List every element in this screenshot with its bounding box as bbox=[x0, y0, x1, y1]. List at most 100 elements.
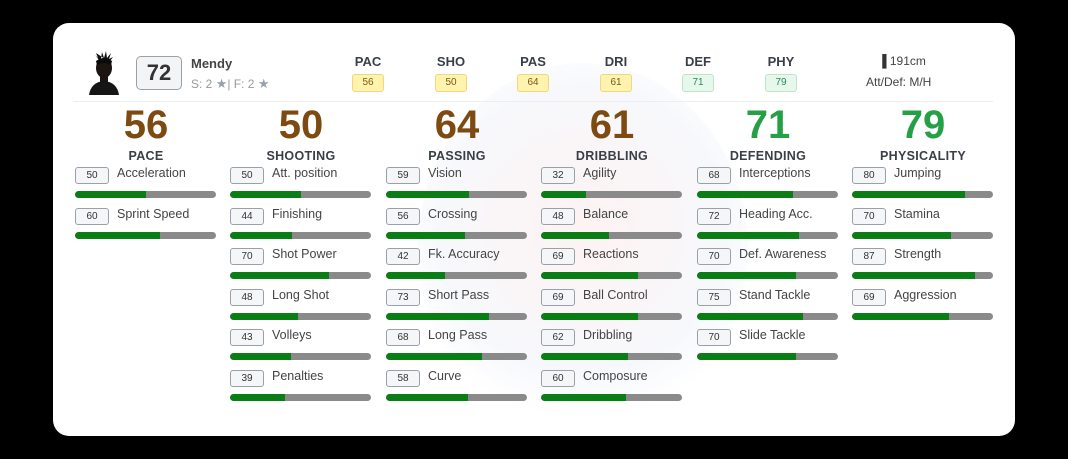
header-stat-def: DEF 71 bbox=[668, 54, 728, 92]
attribute-name: Balance bbox=[583, 206, 629, 221]
category-rating: 50 bbox=[278, 103, 324, 147]
attribute-bar bbox=[230, 393, 371, 401]
attribute-bar bbox=[386, 312, 527, 320]
category-title: DEFENDING bbox=[729, 149, 807, 163]
attribute-value: 60 bbox=[75, 207, 109, 225]
attribute-row: 44 Finishing bbox=[230, 204, 372, 245]
attribute-bar-fill bbox=[75, 231, 160, 239]
header-stat-sho: SHO 50 bbox=[421, 54, 481, 92]
category-title: PHYSICALITY bbox=[880, 149, 966, 163]
attribute-value: 69 bbox=[541, 288, 575, 306]
attribute-value: 43 bbox=[230, 329, 264, 346]
attribute-row: 70 Shot Power bbox=[230, 244, 372, 285]
attribute-bar-fill bbox=[852, 312, 950, 320]
attribute-bar bbox=[852, 272, 993, 279]
attribute-row: 43 Volleys bbox=[230, 325, 372, 366]
star-icon: ★ bbox=[257, 76, 270, 91]
attribute-bar-fill bbox=[230, 272, 329, 279]
attribute-bar bbox=[697, 231, 838, 239]
attribute-name: Shot Power bbox=[272, 247, 337, 261]
category-defending: 71 DEFENDING 68 Interceptions 72 Heading… bbox=[697, 103, 839, 366]
attribute-bar bbox=[386, 393, 527, 401]
category-rating: 79 bbox=[900, 103, 946, 147]
attribute-row: 70 Stamina bbox=[852, 204, 994, 245]
attribute-name: Jumping bbox=[894, 166, 942, 180]
header-divider bbox=[73, 101, 993, 102]
attribute-value: 39 bbox=[230, 369, 264, 387]
attribute-row: 72 Heading Acc. bbox=[697, 204, 839, 245]
attribute-row: 60 Composure bbox=[541, 366, 683, 407]
attribute-row: 73 Short Pass bbox=[386, 285, 528, 326]
attribute-row: 48 Balance bbox=[541, 204, 683, 245]
attribute-row: 68 Long Pass bbox=[386, 325, 528, 366]
category-title: SHOOTING bbox=[266, 149, 336, 163]
attribute-bar bbox=[697, 353, 838, 360]
header-stat-pac: PAC 56 bbox=[338, 54, 398, 92]
attribute-bar-fill bbox=[386, 272, 446, 279]
attribute-bar-fill bbox=[541, 393, 626, 401]
attribute-value: 70 bbox=[852, 207, 886, 225]
attribute-value: 72 bbox=[697, 207, 731, 225]
player-height: ▐ 191cm bbox=[878, 54, 926, 68]
category-title: PASSING bbox=[428, 149, 486, 163]
attribute-name: Short Pass bbox=[428, 287, 490, 302]
attribute-bar bbox=[541, 353, 682, 360]
attribute-name: Finishing bbox=[272, 206, 323, 221]
category-rating: 64 bbox=[434, 103, 480, 147]
attribute-value: 87 bbox=[852, 248, 886, 265]
attribute-bar-fill bbox=[230, 353, 291, 360]
attribute-name: Sprint Speed bbox=[117, 206, 190, 221]
attribute-bar-fill bbox=[230, 393, 285, 401]
attribute-value: 32 bbox=[541, 167, 575, 184]
category-rating: 61 bbox=[589, 103, 635, 147]
attribute-bar-fill bbox=[541, 191, 587, 198]
attribute-row: 48 Long Shot bbox=[230, 285, 372, 326]
attribute-name: Composure bbox=[583, 368, 648, 383]
attribute-bar bbox=[230, 353, 371, 360]
attribute-row: 62 Dribbling bbox=[541, 325, 683, 366]
attribute-bar bbox=[541, 231, 682, 239]
overall-rating: 72 bbox=[136, 56, 182, 90]
attribute-bar bbox=[386, 191, 527, 198]
category-rating: 71 bbox=[745, 103, 791, 147]
attribute-row: 87 Strength bbox=[852, 244, 994, 285]
attribute-row: 80 Jumping bbox=[852, 163, 994, 204]
attribute-value: 42 bbox=[386, 248, 420, 265]
attribute-value: 70 bbox=[697, 329, 731, 346]
attribute-bar-fill bbox=[697, 312, 803, 320]
attribute-bar bbox=[230, 272, 371, 279]
attribute-bar-fill bbox=[852, 191, 965, 198]
attribute-name: Volleys bbox=[272, 328, 312, 342]
header-stat-dri: DRI 61 bbox=[586, 54, 646, 92]
skill-weakfoot: S: 2 ★| F: 2 ★ bbox=[191, 76, 269, 92]
attribute-value: 58 bbox=[386, 369, 420, 387]
attribute-bar-fill bbox=[541, 353, 629, 360]
attribute-bar-fill bbox=[386, 231, 465, 239]
attribute-value: 48 bbox=[230, 288, 264, 306]
attribute-value: 80 bbox=[852, 167, 886, 184]
player-name: Mendy bbox=[191, 56, 233, 71]
attribute-row: 39 Penalties bbox=[230, 366, 372, 407]
attribute-bar bbox=[697, 191, 838, 198]
attribute-bar bbox=[386, 353, 527, 360]
attribute-name: Stand Tackle bbox=[739, 287, 811, 302]
ruler-icon: ▐ bbox=[878, 54, 887, 68]
attribute-name: Att. position bbox=[272, 166, 338, 180]
attribute-name: Dribbling bbox=[583, 328, 633, 342]
attribute-name: Interceptions bbox=[739, 166, 811, 180]
attribute-bar-fill bbox=[541, 231, 609, 239]
attribute-name: Long Shot bbox=[272, 287, 329, 302]
attribute-bar bbox=[697, 312, 838, 320]
attribute-name: Slide Tackle bbox=[739, 328, 806, 342]
attribute-name: Ball Control bbox=[583, 287, 648, 302]
attribute-row: 59 Vision bbox=[386, 163, 528, 204]
attribute-bar bbox=[230, 231, 371, 239]
attribute-bar-fill bbox=[386, 353, 482, 360]
attribute-row: 75 Stand Tackle bbox=[697, 285, 839, 326]
attribute-bar-fill bbox=[230, 191, 301, 198]
attribute-bar-fill bbox=[75, 191, 146, 198]
attribute-name: Aggression bbox=[894, 287, 957, 302]
attribute-row: 69 Ball Control bbox=[541, 285, 683, 326]
attribute-row: 50 Att. position bbox=[230, 163, 372, 204]
attribute-bar-fill bbox=[697, 191, 793, 198]
